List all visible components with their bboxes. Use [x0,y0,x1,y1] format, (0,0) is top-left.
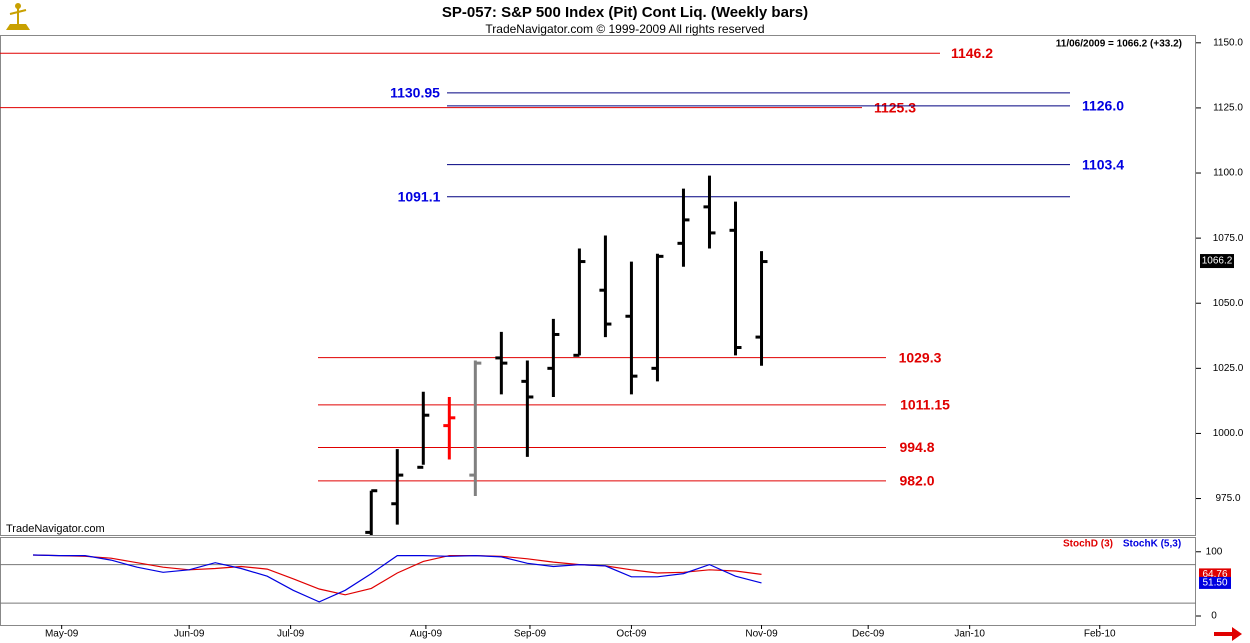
x-tick-label: Jun-09 [174,629,205,640]
level-label: 1125.3 [874,99,916,115]
level-label: 982.0 [899,473,934,489]
y-tick-label: 1025.0 [1213,363,1244,374]
stoch-panel [0,537,1196,626]
x-tick-label: Feb-10 [1084,629,1116,640]
x-tick-label: Jan-10 [954,629,985,640]
logo [6,3,30,30]
y-tick-label: 975.0 [1215,493,1240,504]
x-tick-label: May-09 [45,629,79,640]
chart-title: SP-057: S&P 500 Index (Pit) Cont Liq. (W… [442,4,808,21]
last-value-label: 64.76 [1202,569,1227,580]
level-label: 1011.15 [900,397,950,413]
x-tick-label: Aug-09 [410,629,443,640]
x-tick-label: Nov-09 [745,629,778,640]
y-tick-label: 1075.0 [1213,233,1244,244]
stoch-line [32,554,762,596]
x-tick-label: Dec-09 [852,629,885,640]
legend-entry: StochK (5,3) [1123,539,1181,550]
level-label: 994.8 [899,439,934,455]
last-price-box [1200,254,1234,269]
y-tick-label: 1050.0 [1213,298,1244,309]
y-tick-label: 0 [1211,611,1217,622]
scroll-arrow[interactable] [1214,627,1242,641]
y-tick-label: 1000.0 [1213,428,1244,439]
last-value-box [1199,576,1231,589]
y-tick-label: 1100.0 [1213,168,1243,179]
x-tick-label: Oct-09 [616,629,646,640]
price-panel [0,35,1196,536]
x-tick-label: Sep-09 [514,629,547,640]
level-label: 1029.3 [899,349,942,365]
stoch-line [32,554,762,603]
level-label: 1126.0 [1082,98,1124,114]
chart-subtitle: TradeNavigator.com © 1999-2009 All right… [485,22,764,36]
x-tick-label: Jul-09 [277,629,305,640]
level-label: 1103.4 [1082,156,1124,172]
watermark: TradeNavigator.com [6,523,105,535]
y-tick-label: 1125.0 [1213,103,1243,114]
level-label: 1146.2 [951,45,993,61]
quote: 11/06/2009 = 1066.2 (+33.2) [1056,39,1182,50]
y-tick-label: 100 [1206,546,1223,557]
last-price-label: 1066.2 [1202,256,1233,267]
level-label: 1130.95 [390,85,440,101]
legend-entry: StochD (3) [1063,539,1113,550]
y-tick-label: 1150.0 [1213,37,1243,48]
last-value-label: 51.50 [1202,578,1227,589]
level-label: 1091.1 [398,188,441,204]
